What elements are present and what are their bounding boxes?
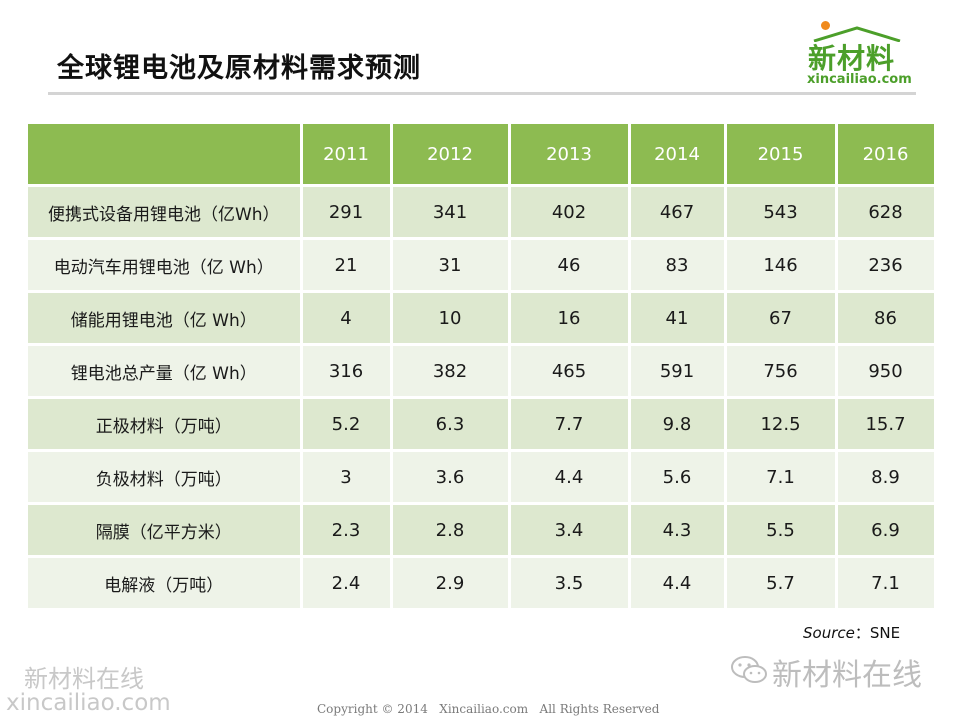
row-label: 便携式设备用锂电池（亿Wh）: [28, 185, 303, 240]
table-cell: 2.9: [391, 556, 511, 611]
table-cell: 382: [391, 344, 511, 399]
table-cell: 10: [391, 291, 511, 346]
watermark-left: 新材料在线: [24, 665, 144, 693]
logo-dot-icon: [821, 21, 830, 30]
source-label: Source: [803, 624, 855, 642]
table-cell: 4: [301, 291, 393, 346]
table-cell: 2.4: [301, 556, 393, 611]
row-label: 锂电池总产量（亿 Wh）: [28, 344, 303, 399]
table-cell: 21: [301, 238, 393, 293]
table-cell: 3.6: [391, 450, 511, 505]
table-cell: 146: [725, 238, 838, 293]
table-cell: 341: [391, 185, 511, 240]
table-cell: 6.3: [391, 397, 511, 452]
table-row: 便携式设备用锂电池（亿Wh） 291 341 402 467 543 628: [28, 185, 937, 240]
row-label: 正极材料（万吨）: [28, 397, 303, 452]
table-cell: 628: [836, 185, 937, 240]
source-value: ：SNE: [854, 624, 901, 642]
row-label: 负极材料（万吨）: [28, 450, 303, 505]
table-cell: 86: [836, 291, 937, 346]
table-cell: 3.4: [509, 503, 631, 558]
table-cell: 236: [836, 238, 937, 293]
table-cell: 467: [629, 185, 727, 240]
table-cell: 6.9: [836, 503, 937, 558]
table-cell: 46: [509, 238, 631, 293]
table-cell: 15.7: [836, 397, 937, 452]
wechat-icon: [731, 656, 767, 683]
table-row: 负极材料（万吨） 3 3.6 4.4 5.6 7.1 8.9: [28, 450, 937, 505]
table-cell: 4.3: [629, 503, 727, 558]
table-cell: 5.2: [301, 397, 393, 452]
table-cell: 756: [725, 344, 838, 399]
table-header-cell: 2015: [725, 124, 838, 187]
table-row: 正极材料（万吨） 5.2 6.3 7.7 9.8 12.5 15.7: [28, 397, 937, 452]
title-divider: [48, 92, 916, 95]
row-label: 隔膜（亿平方米）: [28, 503, 303, 558]
table-cell: 543: [725, 185, 838, 240]
table-row: 隔膜（亿平方米） 2.3 2.8 3.4 4.3 5.5 6.9: [28, 503, 937, 558]
table-header-cell: 2016: [836, 124, 937, 187]
table-header-row: 2011 2012 2013 2014 2015 2016: [28, 124, 937, 187]
table-cell: 7.7: [509, 397, 631, 452]
table-cell: 4.4: [509, 450, 631, 505]
table-cell: 591: [629, 344, 727, 399]
watermark-left-domain: xincailiao.com: [6, 690, 171, 716]
table-cell: 83: [629, 238, 727, 293]
row-label: 电解液（万吨）: [28, 556, 303, 611]
table-cell: 3.5: [509, 556, 631, 611]
table-cell: 950: [836, 344, 937, 399]
forecast-table: 2011 2012 2013 2014 2015 2016 便携式设备用锂电池（…: [28, 124, 937, 611]
table-cell: 12.5: [725, 397, 838, 452]
table-row: 电动汽车用锂电池（亿 Wh） 21 31 46 83 146 236: [28, 238, 937, 293]
row-label: 储能用锂电池（亿 Wh）: [28, 291, 303, 346]
watermark-right: 新材料在线: [772, 658, 922, 693]
copyright-footer: Copyright © 2014 Xincailiao.com All Righ…: [317, 702, 660, 716]
table-cell: 41: [629, 291, 727, 346]
table-cell: 5.7: [725, 556, 838, 611]
page-title: 全球锂电池及原材料需求预测: [57, 53, 421, 84]
table-cell: 5.6: [629, 450, 727, 505]
table-header-cell: 2014: [629, 124, 727, 187]
logo-text: 新材料: [808, 42, 896, 75]
table-cell: 67: [725, 291, 838, 346]
table-header-cell: [28, 124, 303, 187]
table-cell: 5.5: [725, 503, 838, 558]
table-cell: 4.4: [629, 556, 727, 611]
table-row: 电解液（万吨） 2.4 2.9 3.5 4.4 5.7 7.1: [28, 556, 937, 611]
brand-logo: 新材料 xincailiao.com: [800, 18, 920, 88]
table-cell: 2.3: [301, 503, 393, 558]
table-cell: 3: [301, 450, 393, 505]
table-row: 锂电池总产量（亿 Wh） 316 382 465 591 756 950: [28, 344, 937, 399]
table-cell: 291: [301, 185, 393, 240]
logo-domain: xincailiao.com: [807, 72, 912, 87]
table-cell: 465: [509, 344, 631, 399]
table-cell: 2.8: [391, 503, 511, 558]
table-cell: 8.9: [836, 450, 937, 505]
table-header-cell: 2011: [301, 124, 393, 187]
table-cell: 31: [391, 238, 511, 293]
table-row: 储能用锂电池（亿 Wh） 4 10 16 41 67 86: [28, 291, 937, 346]
table-cell: 9.8: [629, 397, 727, 452]
table-cell: 316: [301, 344, 393, 399]
row-label: 电动汽车用锂电池（亿 Wh）: [28, 238, 303, 293]
source-note: Source：SNE: [803, 622, 900, 643]
table-cell: 16: [509, 291, 631, 346]
logo-roof-icon: [813, 26, 901, 42]
table-cell: 7.1: [725, 450, 838, 505]
table-header-cell: 2012: [391, 124, 511, 187]
table-cell: 402: [509, 185, 631, 240]
table-cell: 7.1: [836, 556, 937, 611]
table-header-cell: 2013: [509, 124, 631, 187]
